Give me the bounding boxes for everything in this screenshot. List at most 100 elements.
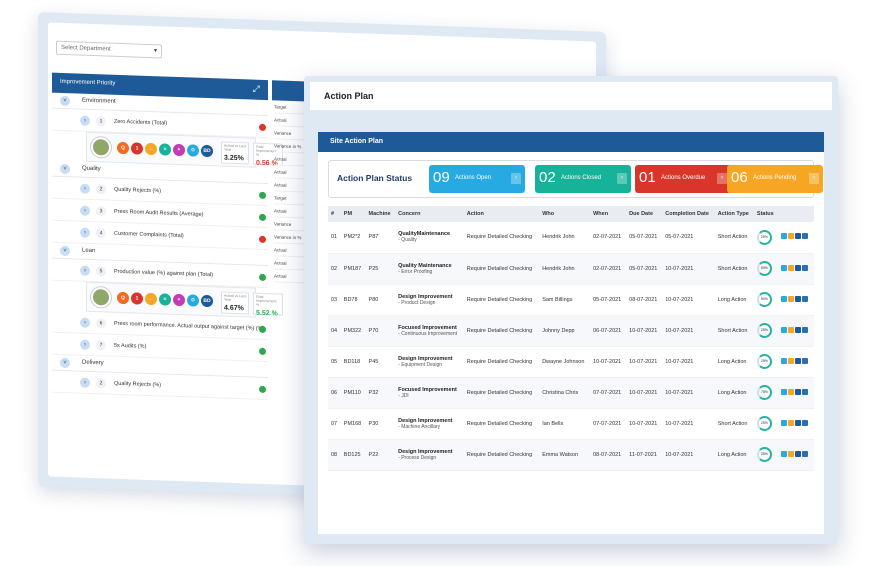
pillar-chip-icon[interactable]: Q <box>117 291 129 305</box>
table-row[interactable]: 08 BD125 P22 Design Improvement - Process De… <box>328 439 814 471</box>
status-card-actions-open[interactable]: 09 Actions Open › <box>429 165 525 193</box>
cell-pm: PM187 <box>340 253 366 285</box>
view-icon[interactable] <box>802 233 808 240</box>
note-icon[interactable] <box>788 233 794 240</box>
view-icon[interactable] <box>802 419 808 426</box>
avatar <box>91 136 111 158</box>
concern-title: QualityMaintenance <box>398 231 451 238</box>
pillar-chip-icon[interactable]: ✴ <box>173 293 185 307</box>
edit-icon[interactable] <box>781 388 787 395</box>
trash-icon[interactable] <box>795 295 801 302</box>
status-card-actions-closed[interactable]: 02 Actions Closed › <box>535 165 631 193</box>
chevron-right-icon[interactable]: › <box>80 183 90 194</box>
view-icon[interactable] <box>802 450 808 457</box>
pillar-chip-icon[interactable]: ← <box>145 292 157 306</box>
trash-icon[interactable] <box>795 326 801 333</box>
pillar-chip-icon[interactable]: BD <box>201 144 213 158</box>
cell-status: 25% <box>753 408 778 440</box>
table-row[interactable]: 07 PM168 P30 Design Improvement - Machine An… <box>328 408 814 440</box>
status-card-actions-pending[interactable]: 06 Actions Pending › <box>727 165 823 193</box>
table-row[interactable]: 05 BD118 P45 Design Improvement - Equipment … <box>328 346 814 378</box>
cell-pm: BD125 <box>340 439 366 471</box>
table-row[interactable]: 04 PM322 P70 Focused Improvement - Continuou… <box>328 315 814 347</box>
cell-pm: PM110 <box>340 377 366 409</box>
cell-machine: P45 <box>365 346 396 378</box>
note-icon[interactable] <box>788 264 794 271</box>
edit-icon[interactable] <box>781 233 787 240</box>
pillar-chip-icon[interactable]: ✴ <box>173 143 185 157</box>
chevron-down-icon[interactable]: ˅ <box>60 95 70 107</box>
trash-icon[interactable] <box>795 419 801 426</box>
pillar-chip-icon[interactable]: ✕ <box>159 143 171 156</box>
chevron-right-icon[interactable]: › <box>80 265 90 276</box>
trash-icon[interactable] <box>795 264 801 271</box>
progress-ring: 50% <box>756 261 772 276</box>
chevron-right-icon[interactable]: › <box>80 205 90 216</box>
edit-icon[interactable] <box>781 295 787 302</box>
pillar-chip-icon[interactable]: Q <box>117 141 129 155</box>
concern-title: Design Improvement <box>398 417 453 424</box>
pillar-chip-icon[interactable]: ✕ <box>159 293 171 306</box>
chevron-right-icon[interactable]: › <box>80 227 90 238</box>
chevron-right-icon[interactable]: › <box>80 115 90 126</box>
pillar-chip-icon[interactable]: ⚙ <box>187 294 199 307</box>
department-select[interactable]: Select Department ▾ <box>56 40 162 59</box>
note-icon[interactable] <box>788 357 794 364</box>
improvement-priority-list: ˅ Environment › 1 Zero Accidents (Total) Q 1 ← ✕… <box>52 92 283 401</box>
edit-icon[interactable] <box>781 264 787 271</box>
pillar-chip-icon[interactable]: ← <box>145 142 157 156</box>
chevron-right-icon[interactable]: › <box>80 377 90 388</box>
view-icon[interactable] <box>802 295 808 302</box>
table-header-row: # PM Machine Concern Action Who When Due Date Co… <box>328 206 814 222</box>
cell-completion: 10-07-2021 <box>662 346 715 378</box>
chevron-right-icon[interactable]: › <box>809 173 819 184</box>
view-icon[interactable] <box>802 264 808 271</box>
trash-icon[interactable] <box>795 233 801 240</box>
view-icon[interactable] <box>802 326 808 333</box>
pillar-chip-icon[interactable]: ⚙ <box>187 144 199 157</box>
edit-icon[interactable] <box>781 326 787 333</box>
status-count: 09 <box>433 169 450 186</box>
chevron-right-icon[interactable]: › <box>617 173 627 184</box>
cell-pm: BD78 <box>340 284 366 316</box>
chevron-right-icon[interactable]: › <box>717 173 727 184</box>
note-icon[interactable] <box>788 295 794 302</box>
table-row[interactable]: 01 PM2*2 P87 QualityMaintenance - Quality Req… <box>328 222 814 254</box>
table-row[interactable]: 06 PM110 P32 Focused Improvement - JDI Requir… <box>328 377 814 409</box>
column-header: Machine <box>365 206 396 222</box>
cell-action: Require Detailed Checking <box>463 315 540 347</box>
chevron-down-icon[interactable]: ˅ <box>60 245 70 257</box>
note-icon[interactable] <box>788 388 794 395</box>
edit-icon[interactable] <box>781 357 787 364</box>
cell-n: 08 <box>328 439 341 471</box>
chevron-down-icon[interactable]: ˅ <box>60 357 70 369</box>
goal-stat-label: Goal Improvement % <box>256 294 277 307</box>
status-card-actions-overdue[interactable]: 01 Actions Overdue › <box>635 165 731 193</box>
chevron-down-icon[interactable]: ˅ <box>60 163 70 175</box>
edit-icon[interactable] <box>781 419 787 426</box>
pillar-chip-icon[interactable]: BD <box>201 294 213 308</box>
chevron-right-icon[interactable]: › <box>80 317 90 328</box>
note-icon[interactable] <box>788 450 794 457</box>
cell-due: 10-07-2021 <box>626 377 663 409</box>
note-icon[interactable] <box>788 326 794 333</box>
trash-icon[interactable] <box>795 388 801 395</box>
chevron-right-icon[interactable]: › <box>80 339 90 350</box>
chevron-right-icon[interactable]: › <box>511 173 521 184</box>
progress-ring: 25% <box>756 354 772 369</box>
pillar-chip-icon[interactable]: 1 <box>131 142 143 155</box>
view-icon[interactable] <box>802 357 808 364</box>
cell-action: Require Detailed Checking <box>463 439 540 471</box>
expand-icon[interactable]: ⤢ <box>252 83 260 94</box>
concern-subtitle: - Product Design <box>398 299 436 306</box>
table-row[interactable]: 02 PM187 P25 Quality Maintenance - Error Pro… <box>328 253 814 285</box>
edit-icon[interactable] <box>781 450 787 457</box>
cell-type: Short Action <box>714 315 754 347</box>
trash-icon[interactable] <box>795 450 801 457</box>
kpi-label: Customer Complaints (Total) <box>114 230 184 240</box>
pillar-chip-icon[interactable]: 1 <box>131 292 143 305</box>
table-row[interactable]: 03 BD78 P80 Design Improvement - Product Des… <box>328 284 814 316</box>
note-icon[interactable] <box>788 419 794 426</box>
trash-icon[interactable] <box>795 357 801 364</box>
view-icon[interactable] <box>802 388 808 395</box>
